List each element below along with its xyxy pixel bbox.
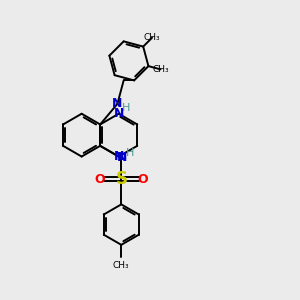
Text: N: N: [117, 151, 127, 164]
Text: CH₃: CH₃: [152, 65, 169, 74]
Text: CH₃: CH₃: [144, 33, 160, 42]
Text: H: H: [122, 103, 130, 112]
Text: N: N: [112, 97, 123, 110]
Text: N: N: [113, 150, 124, 163]
Text: N: N: [113, 107, 124, 120]
Text: CH₃: CH₃: [113, 261, 130, 270]
Text: S: S: [115, 170, 127, 188]
Text: O: O: [138, 173, 148, 186]
Text: H: H: [125, 148, 134, 158]
Text: O: O: [94, 173, 105, 186]
